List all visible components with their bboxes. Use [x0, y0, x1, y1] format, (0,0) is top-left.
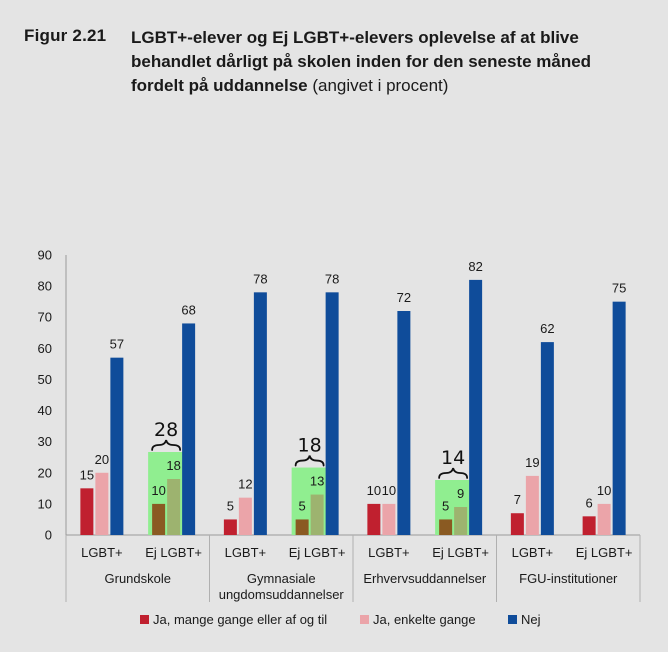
figure-title-main: LGBT+-elever og Ej LGBT+-elevers oplevel… [131, 28, 592, 95]
y-tick-label: 70 [38, 310, 52, 325]
data-label: 7 [514, 492, 521, 507]
data-label: 10 [151, 483, 165, 498]
group-label: ungdomsuddannelser [219, 587, 345, 602]
bar [367, 503, 381, 535]
bar [152, 503, 166, 535]
legend-swatch [140, 615, 149, 624]
data-label: 5 [227, 498, 234, 513]
y-tick-label: 50 [38, 372, 52, 387]
group-label: FGU-institutioner [519, 571, 618, 586]
bar [612, 301, 626, 535]
y-tick-label: 20 [38, 465, 52, 480]
data-label: 78 [325, 271, 339, 286]
data-label: 68 [181, 302, 195, 317]
bar [167, 479, 181, 535]
bar [95, 472, 109, 535]
group-label: Erhvervsuddannelser [363, 571, 487, 586]
data-label: 12 [238, 477, 252, 492]
brace-annotation [438, 467, 469, 479]
data-label: 15 [80, 467, 94, 482]
legend-label: Nej [521, 612, 541, 627]
bar [382, 503, 396, 535]
data-label: 6 [586, 495, 593, 510]
data-label: 10 [367, 483, 381, 498]
y-tick-label: 0 [45, 528, 52, 543]
data-label: 75 [612, 281, 626, 296]
brace-annotation [294, 455, 325, 467]
bar [182, 323, 196, 535]
data-label: 82 [468, 259, 482, 274]
category-label: Ej LGBT+ [432, 545, 489, 560]
data-label: 20 [95, 452, 109, 467]
bar [80, 488, 94, 535]
bar [525, 475, 539, 535]
data-label: 72 [397, 290, 411, 305]
category-label: LGBT+ [368, 545, 410, 560]
category-label: LGBT+ [225, 545, 267, 560]
data-label: 5 [299, 498, 306, 513]
bar [325, 292, 339, 535]
bar [439, 519, 453, 535]
bar [397, 311, 411, 535]
figure-title: LGBT+-elever og Ej LGBT+-elevers oplevel… [131, 26, 631, 98]
y-tick-label: 40 [38, 403, 52, 418]
category-label: Ej LGBT+ [576, 545, 633, 560]
bar [295, 519, 309, 535]
data-label: 13 [310, 474, 324, 489]
category-label: LGBT+ [81, 545, 123, 560]
brace-annotation [151, 439, 182, 451]
category-label: LGBT+ [512, 545, 554, 560]
legend-swatch [360, 615, 369, 624]
legend-label: Ja, mange gange eller af og til [153, 612, 327, 627]
bar [510, 513, 524, 535]
y-tick-label: 80 [38, 279, 52, 294]
data-label: 19 [525, 455, 539, 470]
bar [469, 279, 483, 535]
y-tick-label: 90 [38, 248, 52, 263]
handwritten-annotation: 28 [154, 419, 178, 441]
bar [223, 519, 237, 535]
y-tick-label: 30 [38, 434, 52, 449]
data-label: 57 [110, 337, 124, 352]
bar [454, 507, 468, 535]
category-label: Ej LGBT+ [289, 545, 346, 560]
data-label: 78 [253, 271, 267, 286]
y-tick-label: 10 [38, 496, 52, 511]
data-label: 5 [442, 498, 449, 513]
bar [540, 342, 554, 535]
bar [110, 357, 124, 535]
bar [582, 516, 596, 535]
data-label: 18 [166, 458, 180, 473]
data-label: 62 [540, 321, 554, 336]
group-label: Grundskole [105, 571, 171, 586]
figure-title-unit: (angivet i procent) [307, 76, 449, 95]
y-tick-label: 60 [38, 341, 52, 356]
handwritten-annotation: 18 [298, 435, 322, 457]
group-label: Gymnasiale [247, 571, 316, 586]
bar [238, 497, 252, 535]
data-label: 9 [457, 486, 464, 501]
data-label: 10 [382, 483, 396, 498]
data-label: 10 [597, 483, 611, 498]
bar [597, 503, 611, 535]
bar [253, 292, 267, 535]
figure-label: Figur 2.21 [24, 26, 107, 45]
legend-label: Ja, enkelte gange [373, 612, 476, 627]
legend-swatch [508, 615, 517, 624]
handwritten-annotation: 14 [441, 447, 465, 469]
category-label: Ej LGBT+ [145, 545, 202, 560]
bar [310, 494, 324, 535]
